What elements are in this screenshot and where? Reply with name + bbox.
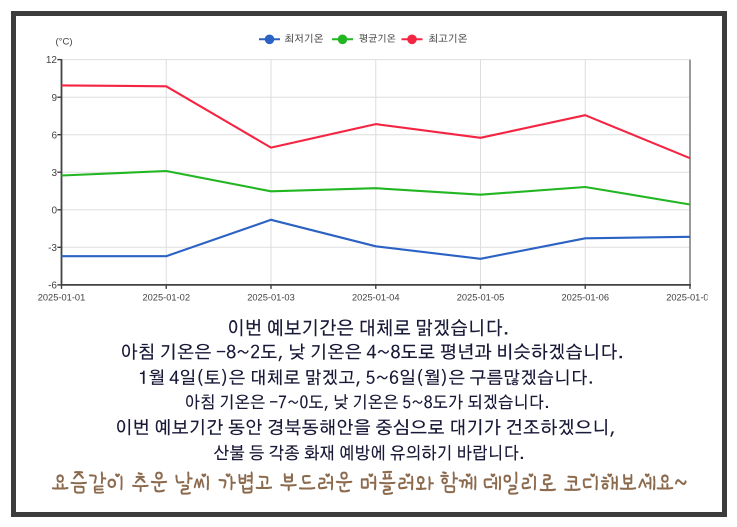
svg-text:2025-01-05: 2025-01-05 bbox=[457, 292, 505, 302]
svg-text:6: 6 bbox=[51, 130, 57, 141]
svg-text:9: 9 bbox=[51, 93, 57, 104]
svg-text:2025-01-04: 2025-01-04 bbox=[352, 292, 400, 302]
svg-text:2025-01-02: 2025-01-02 bbox=[142, 292, 190, 302]
svg-text:2025-01-03: 2025-01-03 bbox=[247, 292, 295, 302]
svg-text:-3: -3 bbox=[48, 243, 57, 254]
svg-text:0: 0 bbox=[51, 205, 57, 216]
svg-text:12: 12 bbox=[46, 55, 58, 66]
svg-text:2025-01-06: 2025-01-06 bbox=[561, 292, 609, 302]
svg-text:2025-01-07: 2025-01-07 bbox=[666, 292, 714, 302]
svg-text:-6: -6 bbox=[48, 281, 57, 292]
svg-text:3: 3 bbox=[51, 168, 57, 179]
svg-text:2025-01-01: 2025-01-01 bbox=[38, 292, 86, 302]
svg-text:(°C): (°C) bbox=[56, 36, 73, 47]
